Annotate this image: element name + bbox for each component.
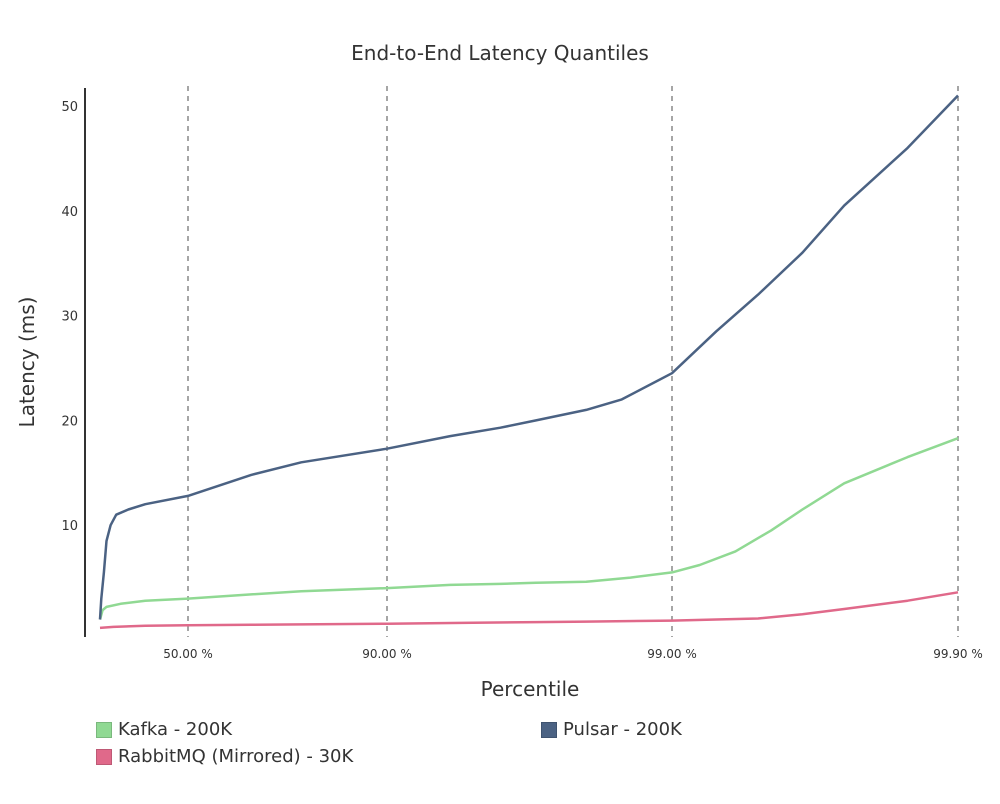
- x-tick-label-3: 99.90 %: [933, 647, 983, 661]
- y-tick-label-4: 50: [61, 100, 78, 115]
- x-tick-label-2: 99.00 %: [647, 647, 697, 661]
- legend-swatch-pulsar: [541, 721, 557, 738]
- x-tick-label-1: 90.00 %: [362, 647, 412, 661]
- series-line-rabbitmq: [99, 591, 959, 630]
- legend-label-pulsar: Pulsar - 200K: [563, 719, 682, 740]
- y-tick-label-2: 30: [61, 310, 78, 325]
- legend-label-kafka: Kafka - 200K: [118, 719, 233, 740]
- chart-title: End-to-End Latency Quantiles: [351, 41, 649, 65]
- series-line-pulsar: [98, 94, 959, 620]
- legend-item-rabbitmq[interactable]: RabbitMQ (Mirrored) - 30K: [96, 746, 353, 767]
- legend-item-pulsar[interactable]: Pulsar - 200K: [541, 719, 682, 740]
- legend-label-rabbitmq: RabbitMQ (Mirrored) - 30K: [118, 746, 354, 767]
- legend-item-kafka[interactable]: Kafka - 200K: [96, 719, 232, 740]
- legend-swatch-rabbitmq: [96, 748, 112, 765]
- x-axis-ticks: 50.00 % 90.00 % 99.00 % 99.90 %: [163, 647, 983, 661]
- y-tick-label-0: 10: [61, 519, 78, 534]
- legend-swatch-kafka: [96, 721, 112, 738]
- y-tick-label-1: 20: [61, 414, 78, 429]
- y-tick-label-3: 40: [61, 205, 78, 220]
- series-lines: [98, 94, 959, 630]
- y-axis-label: Latency (ms): [15, 297, 39, 428]
- x-axis-label: Percentile: [481, 677, 580, 701]
- y-axis-ticks: 10 20 30 40 50: [61, 100, 78, 534]
- x-tick-label-0: 50.00 %: [163, 647, 213, 661]
- grid-lines: [187, 86, 959, 637]
- series-line-kafka: [98, 437, 959, 620]
